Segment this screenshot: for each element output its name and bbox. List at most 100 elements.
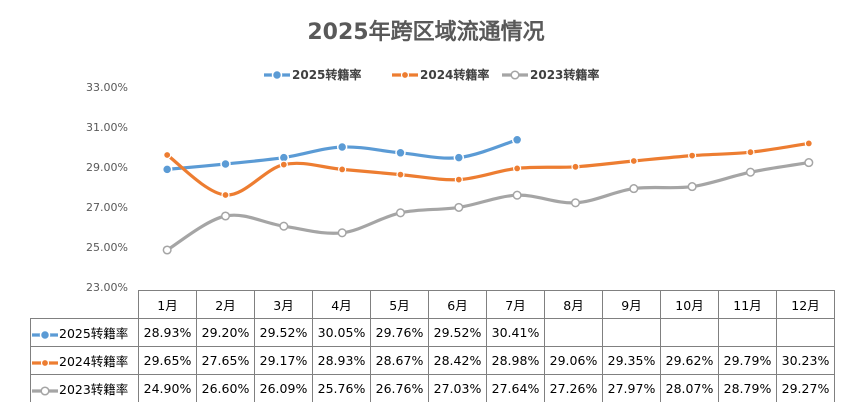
x-tick-label: 2月 [196, 290, 255, 319]
data-label: 28.93% [138, 318, 197, 347]
data-label: 28.98% [486, 346, 545, 375]
data-label: 29.27% [776, 374, 835, 402]
y-tick-label: 27.00% [86, 201, 128, 214]
data-point [570, 198, 581, 208]
legend-label: 2025转籍率 [292, 68, 362, 82]
row-label-text: 2023转籍率 [59, 382, 129, 397]
data-label: 26.60% [196, 374, 255, 402]
data-point [512, 190, 522, 200]
data-point [687, 182, 697, 192]
row-label-text: 2024转籍率 [59, 354, 129, 369]
legend-marker-icon [40, 385, 50, 396]
data-label: 25.76% [312, 374, 371, 402]
x-tick-label: 5月 [370, 290, 429, 319]
data-label: 29.79% [718, 346, 777, 375]
data-label [776, 318, 835, 347]
data-point [336, 141, 348, 153]
y-tick-label: 25.00% [86, 241, 128, 254]
data-point [279, 221, 289, 231]
y-tick-label: 23.00% [86, 281, 128, 294]
data-label: 30.41% [486, 318, 545, 347]
data-label: 29.65% [138, 346, 197, 375]
data-point [688, 151, 697, 160]
x-tick-label: 7月 [486, 290, 545, 319]
legend-label: 2023转籍率 [530, 68, 600, 82]
data-point [221, 190, 230, 200]
legend-marker-icon [400, 70, 410, 79]
x-tick-label: 12月 [776, 290, 835, 319]
data-point [454, 175, 463, 184]
data-point [453, 152, 465, 163]
data-point [629, 156, 638, 166]
data-label [718, 318, 777, 347]
data-label: 28.42% [428, 346, 487, 375]
data-label: 29.35% [602, 346, 661, 375]
data-label: 28.07% [660, 374, 719, 402]
data-point [804, 139, 813, 148]
data-point [163, 150, 172, 160]
data-label: 27.26% [544, 374, 603, 402]
data-point [338, 165, 347, 174]
legend-item: 2024转籍率 [390, 66, 489, 83]
table-row: 2023转籍率 24.90% 26.60% 26.09% 25.76% 26.76% 27.… [30, 374, 835, 402]
data-point [804, 158, 814, 168]
data-label: 29.62% [660, 346, 719, 375]
data-label: 28.93% [312, 346, 371, 375]
data-point [511, 134, 523, 146]
data-label: 30.05% [312, 318, 371, 347]
data-point [220, 211, 231, 221]
data-point [454, 202, 464, 212]
data-label: 29.52% [428, 318, 487, 347]
data-point [395, 208, 406, 218]
x-tick-label: 9月 [602, 290, 661, 319]
legend-item: 2025转籍率 [262, 66, 361, 83]
legend-key-icon [32, 385, 58, 396]
legend-marker-icon [271, 69, 283, 80]
y-tick-label: 33.00% [86, 81, 128, 94]
data-label: 29.20% [196, 318, 255, 347]
data-label [602, 318, 661, 347]
data-point [745, 167, 756, 177]
data-label: 29.06% [544, 346, 603, 375]
x-tick-label: 10月 [660, 290, 719, 319]
legend-swatch-icon [392, 70, 418, 79]
data-point [746, 148, 755, 157]
data-label [660, 318, 719, 347]
data-label: 28.79% [718, 374, 777, 402]
data-label: 29.17% [254, 346, 313, 375]
x-tick-label: 1月 [138, 290, 197, 319]
legend-key-icon [32, 329, 58, 340]
data-label: 24.90% [138, 374, 197, 402]
data-label: 29.52% [254, 318, 313, 347]
data-table: 1月 2月 3月 4月 5月 6月 7月 8月 9月 10月 11月 12月 2025转籍率 28.93%… [30, 290, 835, 402]
data-point [162, 245, 172, 255]
row-label: 2024转籍率 [30, 346, 139, 375]
legend-item: 2023转籍率 [500, 66, 599, 83]
data-point [220, 158, 231, 170]
row-label: 2025转籍率 [30, 318, 139, 347]
x-tick-label: 4月 [312, 290, 371, 319]
legend-key-icon [32, 358, 58, 367]
legend-marker-icon [40, 358, 50, 367]
data-label: 27.65% [196, 346, 255, 375]
x-tick-label: 8月 [544, 290, 603, 319]
x-tick-label: 6月 [428, 290, 487, 319]
row-label-text: 2025转籍率 [59, 326, 129, 341]
data-point [337, 228, 347, 238]
data-point [513, 164, 522, 173]
y-tick-label: 31.00% [86, 121, 128, 134]
legend-label: 2024转籍率 [420, 68, 490, 82]
legend-marker-icon [39, 329, 51, 340]
data-label: 27.64% [486, 374, 545, 402]
data-label: 28.67% [370, 346, 429, 375]
x-tick-label: 11月 [718, 290, 777, 319]
data-label: 30.23% [776, 346, 835, 375]
legend-marker-icon [510, 69, 520, 80]
data-label: 27.03% [428, 374, 487, 402]
data-label: 26.09% [254, 374, 313, 402]
data-point [629, 184, 639, 194]
data-point [161, 164, 173, 175]
data-label: 26.76% [370, 374, 429, 402]
